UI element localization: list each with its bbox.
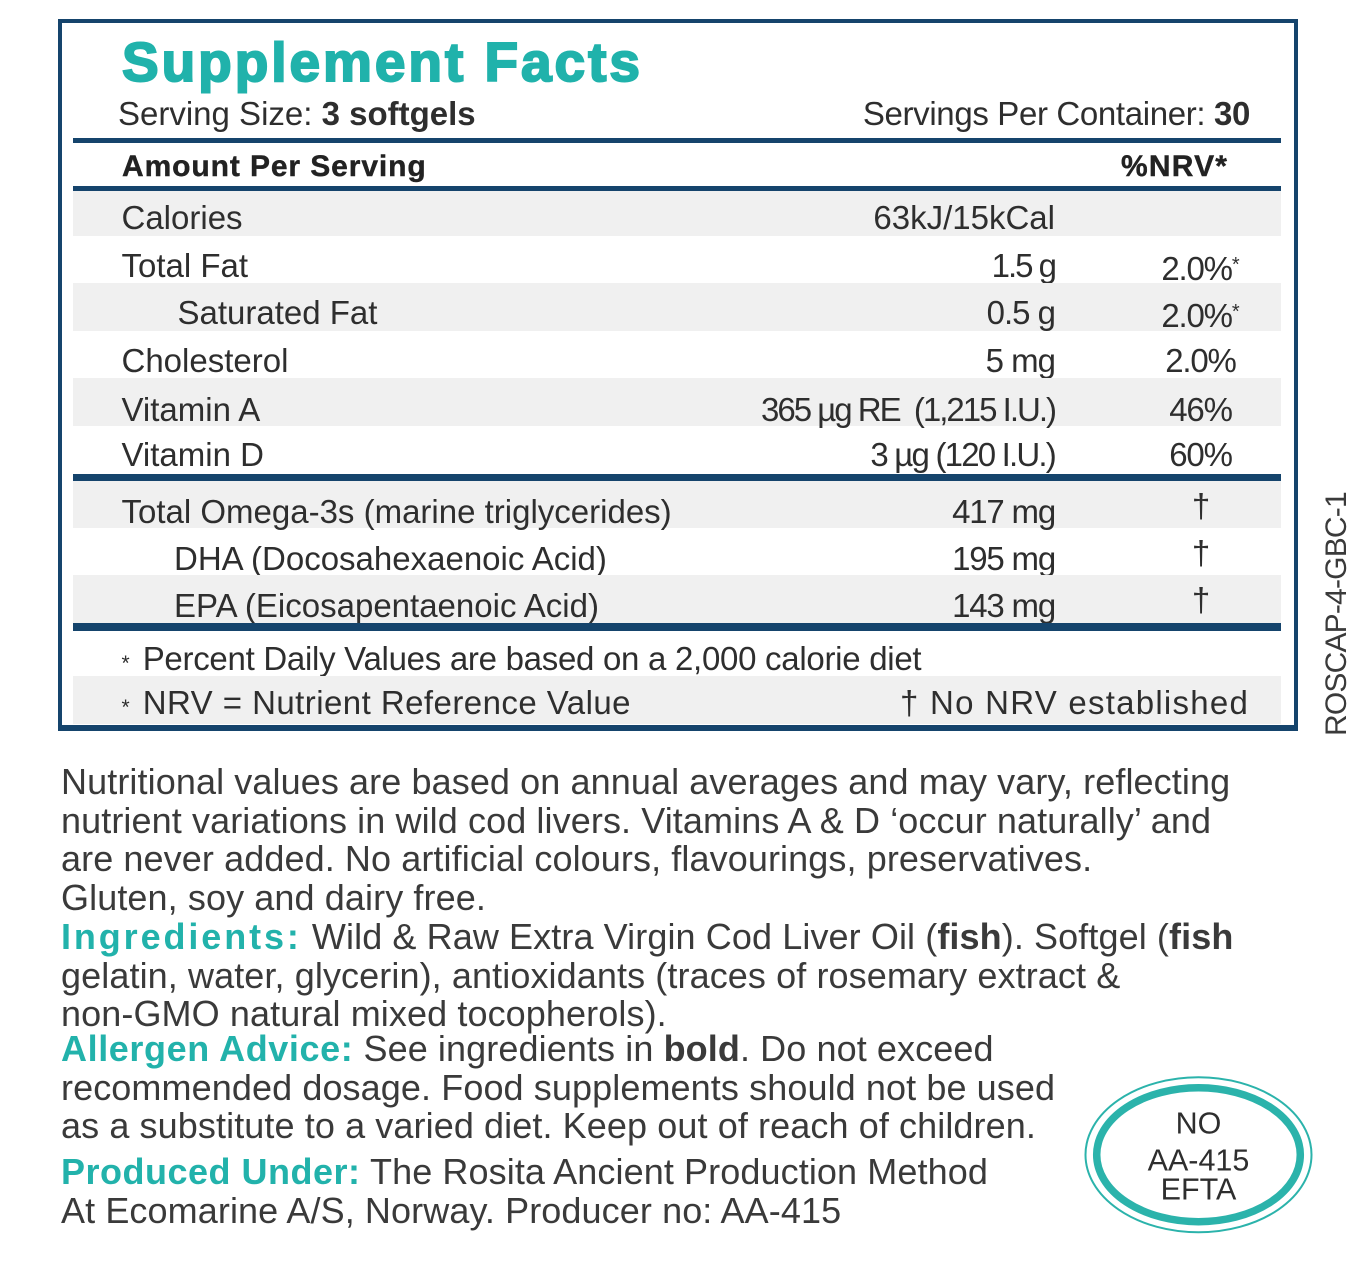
svg-text:AA-415: AA-415 — [1148, 1143, 1250, 1177]
svg-text:EFTA: EFTA — [1161, 1172, 1237, 1206]
svg-text:NO: NO — [1176, 1107, 1222, 1141]
